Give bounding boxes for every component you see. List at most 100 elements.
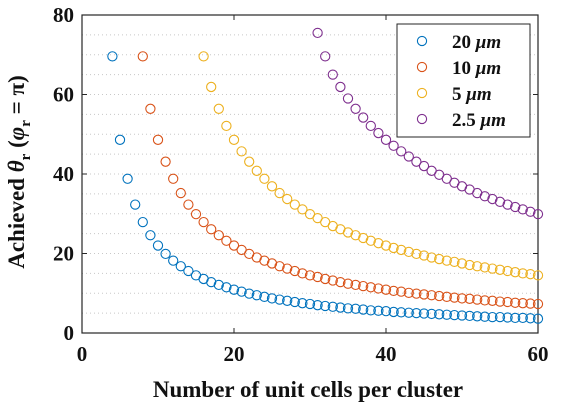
data-point	[358, 232, 369, 244]
data-point	[380, 240, 392, 251]
data-point	[434, 290, 445, 302]
data-point	[168, 255, 179, 266]
data-point	[228, 240, 240, 251]
y-axis-label-prefix: Achieved	[4, 172, 29, 268]
legend-entry: 10 μm	[416, 58, 501, 79]
y-axis-label-theta: θ	[4, 160, 29, 172]
data-point	[206, 224, 217, 235]
data-point	[198, 51, 209, 62]
data-point	[510, 201, 521, 213]
legend-entry: 2.5 μm	[416, 110, 506, 131]
data-point	[320, 300, 331, 312]
data-point	[342, 227, 354, 238]
data-point	[403, 151, 414, 162]
data-point	[342, 278, 354, 289]
data-point	[494, 196, 506, 207]
data-point	[289, 265, 300, 277]
data-point	[373, 283, 384, 294]
data-point	[259, 291, 270, 302]
data-point	[228, 134, 240, 145]
data-point	[358, 304, 369, 315]
data-point	[487, 263, 498, 274]
data-point	[213, 230, 224, 241]
data-point	[388, 242, 399, 254]
data-point	[175, 187, 186, 199]
y-axis-label-phi-sub: r	[18, 120, 34, 127]
data-point	[266, 181, 278, 192]
data-point	[373, 305, 384, 316]
series-10-um	[137, 51, 544, 310]
data-point	[502, 265, 513, 277]
data-point	[312, 271, 323, 283]
data-point	[532, 313, 544, 324]
data-point	[137, 51, 148, 62]
data-point	[221, 235, 232, 246]
y-tick-label: 60	[53, 83, 74, 107]
data-point	[327, 69, 338, 80]
data-point	[282, 295, 293, 306]
data-point	[441, 309, 452, 320]
data-point	[282, 193, 293, 205]
data-point	[403, 307, 414, 318]
data-point	[289, 296, 300, 308]
data-point	[145, 230, 156, 241]
data-point	[494, 264, 506, 275]
data-point	[380, 305, 392, 317]
legend-entry: 20 μm	[416, 32, 501, 53]
data-point	[266, 258, 278, 269]
data-point	[411, 248, 422, 260]
data-point	[434, 309, 445, 320]
data-point	[130, 199, 141, 210]
data-point	[335, 276, 346, 288]
data-point	[304, 270, 316, 281]
legend-label: 10 μm	[452, 58, 501, 79]
data-point	[244, 156, 255, 167]
data-point	[213, 103, 224, 114]
y-tick-label: 40	[53, 162, 74, 186]
data-point	[168, 173, 179, 184]
data-point	[502, 312, 513, 323]
data-point	[274, 261, 285, 272]
data-point	[327, 275, 338, 286]
data-point	[502, 199, 513, 210]
y-tick-label: 0	[64, 321, 75, 345]
data-point	[145, 103, 156, 114]
data-point	[289, 199, 300, 210]
data-point	[388, 306, 399, 318]
legend-items: 20 μm 10 μm 5 μm 2.5 μm	[416, 32, 506, 131]
data-point	[426, 290, 437, 301]
data-point	[335, 302, 346, 313]
data-point	[426, 308, 437, 320]
data-point	[380, 284, 392, 295]
data-point	[456, 310, 468, 321]
data-series	[107, 27, 544, 324]
data-point	[510, 312, 521, 324]
data-point	[297, 298, 308, 309]
data-point	[206, 276, 217, 288]
data-point	[114, 134, 126, 145]
legend-label: 5 μm	[452, 84, 492, 105]
series-5-um	[198, 51, 544, 281]
data-point	[228, 284, 240, 295]
data-point	[434, 253, 445, 265]
data-point	[342, 93, 354, 104]
data-point	[396, 286, 407, 297]
data-point	[487, 193, 498, 205]
data-point	[532, 208, 544, 220]
data-point	[502, 296, 513, 308]
data-point	[472, 311, 483, 322]
data-point	[251, 165, 262, 176]
data-point	[350, 303, 361, 314]
data-point	[388, 285, 399, 297]
data-point	[236, 146, 247, 157]
data-point	[198, 216, 209, 228]
data-point	[365, 282, 376, 293]
y-tick-label: 80	[53, 3, 74, 27]
data-point	[160, 156, 171, 167]
data-point	[418, 289, 430, 300]
data-point	[206, 81, 217, 93]
series-2-5-um	[312, 27, 544, 220]
data-point	[327, 301, 338, 312]
